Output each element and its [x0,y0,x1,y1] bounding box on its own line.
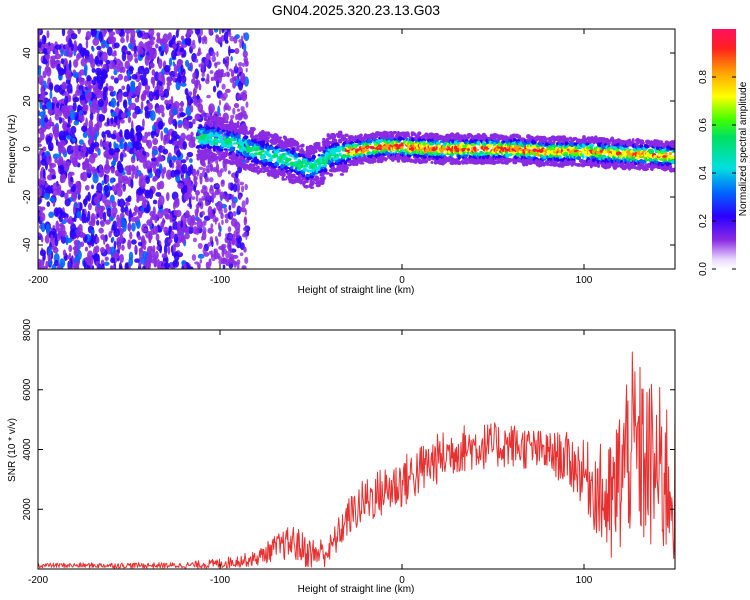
x-tick: 100 [576,330,593,586]
y-tick-label: 8000 [22,318,33,341]
x-tick: -100 [210,330,230,586]
y-tick-label: 0 [22,146,33,152]
snr-x-ticks: -200 -100 0 100 [28,330,593,586]
y-tick: 6000 [22,378,675,401]
x-tick: 0 [399,330,405,586]
x-tick: -200 [28,29,48,286]
colorbar-tick: 0.4 [698,166,736,180]
colorbar: 0.0 0.2 0.4 0.6 0.8 Normalized spectral ampl… [698,29,749,276]
x-tick-label: 100 [576,575,593,586]
y-tick-label: 4000 [22,438,33,461]
y-tick-label: -20 [22,189,33,204]
x-tick: -100 [210,29,230,286]
spectrogram-cells [38,29,675,269]
y-tick-label: 2000 [22,498,33,521]
spectrogram-x-ticks: -200 -100 0 100 [28,29,593,286]
colorbar-gradient [712,29,736,269]
x-tick-label: -100 [210,275,230,286]
y-tick: 4000 [22,438,675,461]
snr-y-ticks: 2000 4000 6000 8000 [22,318,675,520]
y-tick: 2000 [22,498,675,521]
y-tick: -20 [22,189,675,204]
x-tick-label: -200 [28,275,48,286]
spectrogram-y-ticks: -40 -20 0 20 40 [22,47,675,252]
y-tick: 8000 [22,318,675,341]
colorbar-tick-label: 0.4 [698,166,709,180]
snr-y-label: SNR (10 * v/v) [7,418,18,482]
colorbar-tick-label: 0.6 [698,118,709,132]
colorbar-tick-label: 0.8 [698,70,709,84]
x-tick: 100 [576,29,593,286]
x-tick-label: 0 [399,275,405,286]
colorbar-tick: 0.2 [698,214,736,228]
y-tick-label: -40 [22,237,33,252]
x-tick: 0 [399,29,405,286]
colorbar-tick: 0.8 [698,70,736,84]
spectrogram-x-label: Height of straight line (km) [298,285,415,296]
y-tick-label: 20 [22,95,33,107]
snr-panel: -200 -100 0 100 2000 4000 6000 8000 Height of … [7,318,676,595]
x-tick-label: -200 [28,575,48,586]
colorbar-tick: 0.6 [698,118,736,132]
y-tick: 40 [22,47,675,59]
figure-title: GN04.2025.320.23.13.G03 [272,2,440,18]
x-tick: -200 [28,330,48,586]
snr-series-line [38,351,675,569]
x-tick-label: 100 [576,275,593,286]
colorbar-tick-label: 0.0 [698,262,709,276]
y-tick: 0 [22,146,675,152]
y-tick-label: 40 [22,47,33,59]
snr-plot-area [38,330,675,569]
x-tick-label: -100 [210,575,230,586]
colorbar-tick: 0.0 [698,262,736,276]
y-tick: 20 [22,95,675,107]
colorbar-tick-label: 0.2 [698,214,709,228]
spectrogram-y-label: Frequency (Hz) [7,115,18,184]
x-tick-label: 0 [399,575,405,586]
y-tick-label: 6000 [22,378,33,401]
snr-x-label: Height of straight line (km) [298,584,415,595]
colorbar-label: Normalized spectral amplitude [738,81,749,216]
y-tick: -40 [22,237,675,252]
colorbar-ticks: 0.0 0.2 0.4 0.6 0.8 [698,70,736,276]
